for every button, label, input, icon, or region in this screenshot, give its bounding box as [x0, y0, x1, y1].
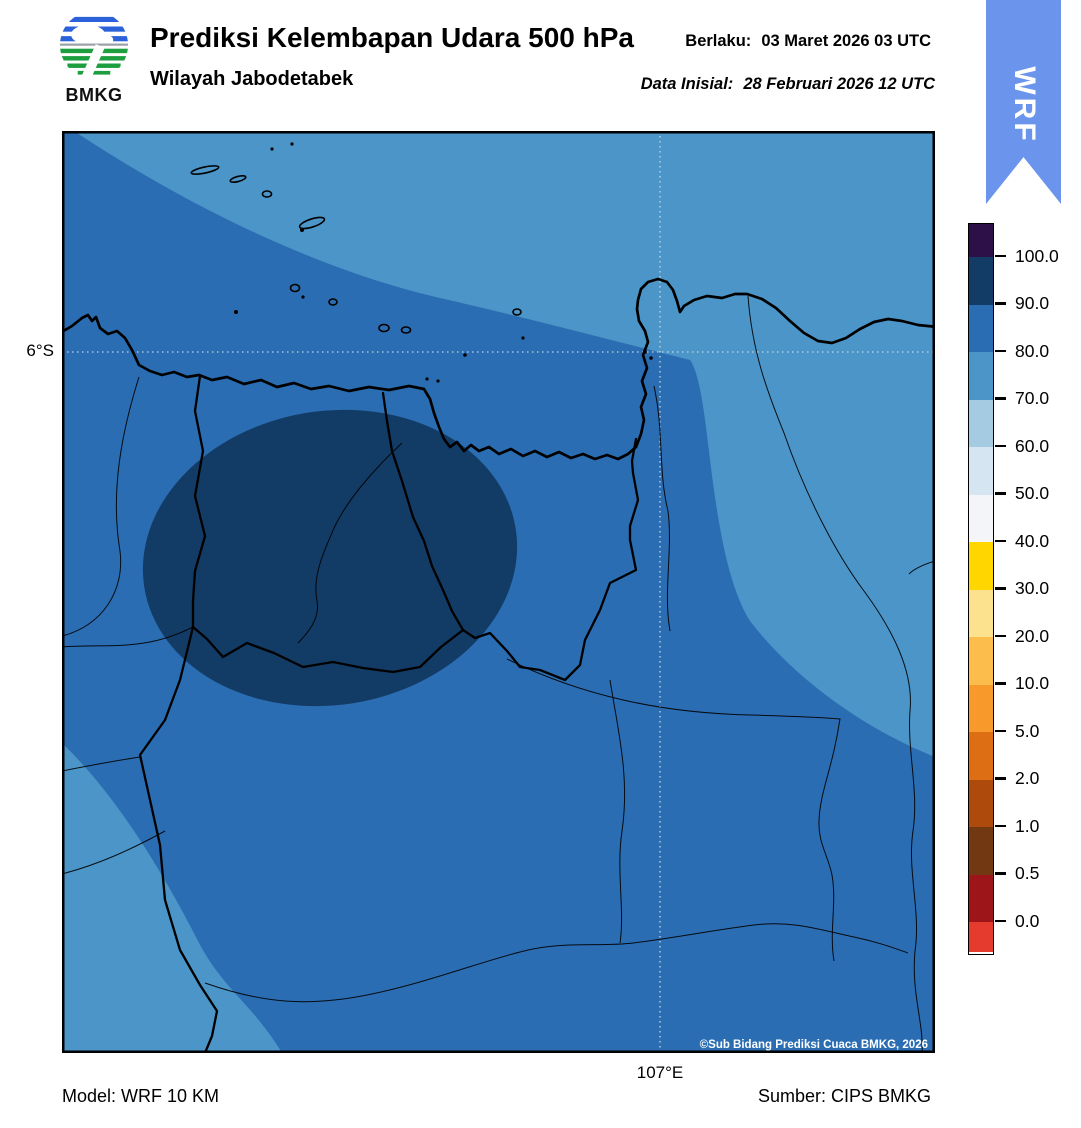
initial-time-label: Data Inisial: [640, 75, 734, 93]
page-title: Prediksi Kelembapan Udara 500 hPa [150, 22, 634, 53]
colorbar-segment [969, 352, 993, 400]
colorbar-tick [995, 824, 1006, 828]
colorbar-tick-label: 100.0 [1015, 245, 1059, 266]
valid-time-label: Berlaku: [685, 32, 752, 50]
colorbar-segment [969, 779, 993, 827]
colorbar-tick [995, 302, 1006, 305]
colorbar-tick-label: 80.0 [1015, 340, 1050, 361]
latitude-tick-label: 6°S [26, 341, 54, 360]
model-label: Model: WRF 10 KM [62, 1086, 220, 1106]
forecast-map: ©Sub Bidang Prediksi Cuaca BMKG, 2026 [58, 128, 939, 1056]
colorbar-segment [969, 224, 993, 257]
colorbar-tick-label: 20.0 [1015, 625, 1050, 646]
bmkg-logo-text: BMKG [65, 85, 123, 105]
colorbar-segment [969, 827, 993, 875]
colorbar-segment [969, 637, 993, 685]
colorbar-tick [995, 492, 1006, 495]
page-subtitle: Wilayah Jabodetabek [150, 68, 354, 90]
regency-boundaries [61, 295, 936, 1054]
colorbar-tick [995, 777, 1006, 780]
valid-time-line: Berlaku: 03 Maret 2026 03 UTC [685, 32, 931, 51]
colorbar-tick-label: 40.0 [1015, 530, 1050, 551]
colorbar-tick [995, 587, 1006, 590]
wrf-ribbon-text: WRF [1007, 66, 1041, 144]
colorbar-tick-label: 0.0 [1015, 910, 1040, 931]
colorbar: 100.0 90.0 80.0 70.0 60.0 50.0 40.0 30.0 20.0 10.… [968, 223, 1080, 955]
colorbar-segment [969, 494, 993, 542]
colorbar-segment [969, 257, 993, 305]
colorbar-tick-label: 2.0 [1015, 768, 1040, 788]
colorbar-tick [995, 682, 1006, 685]
colorbar-segment [969, 399, 993, 447]
coastline [58, 277, 939, 461]
colorbar-tick-label: 90.0 [1015, 293, 1050, 313]
contour-region-90-100-core [142, 409, 518, 707]
graticule [62, 131, 935, 1053]
bmkg-logo: BMKG [52, 8, 136, 106]
colorbar-segment [969, 874, 993, 922]
initial-time-value: 28 Februari 2026 12 UTC [743, 75, 935, 93]
colorbar-segment [969, 684, 993, 732]
colorbar-tick [995, 634, 1006, 638]
bmkg-logo-icon [59, 10, 129, 80]
colorbar-tick [995, 254, 1006, 258]
islands [190, 165, 522, 334]
province-boundaries [138, 374, 640, 1055]
colorbar-tick [995, 872, 1006, 875]
valid-time-value: 03 Maret 2026 03 UTC [761, 32, 931, 50]
map-canvas: ©Sub Bidang Prediksi Cuaca BMKG, 2026 [58, 128, 939, 1056]
initial-time-line: Data Inisial: 28 Februari 2026 12 UTC [641, 75, 935, 94]
colorbar-tick-label: 30.0 [1015, 578, 1050, 598]
colorbar-tick [995, 444, 1006, 448]
colorbar-tick [995, 729, 1006, 733]
colorbar-segment [969, 589, 993, 637]
wrf-ribbon: WRF [986, 0, 1061, 204]
colorbar-tick-label: 0.5 [1015, 863, 1040, 883]
colorbar-tick-label: 70.0 [1015, 388, 1050, 408]
colorbar-segment [969, 732, 993, 780]
contour-region-70-80-southwest [62, 743, 282, 1053]
colorbar-tick-label: 1.0 [1015, 815, 1040, 836]
colorbar-segment [969, 922, 993, 952]
colorbar-segment [969, 542, 993, 590]
colorbar-segment [969, 447, 993, 495]
colorbar-segment [969, 304, 993, 352]
source-label: Sumber: CIPS BMKG [757, 1086, 931, 1106]
colorbar-tick [995, 919, 1006, 923]
colorbar-bar [968, 223, 994, 955]
colorbar-tick-label: 10.0 [1015, 673, 1050, 693]
longitude-tick-label: 107°E [636, 1063, 684, 1082]
map-copyright: ©Sub Bidang Prediksi Cuaca BMKG, 2026 [700, 1039, 928, 1051]
colorbar-tick-label: 60.0 [1015, 435, 1050, 456]
colorbar-tick [995, 397, 1006, 400]
colorbar-tick-label: 50.0 [1015, 483, 1050, 503]
islets [234, 142, 653, 383]
colorbar-tick [995, 349, 1006, 353]
colorbar-tick [995, 539, 1006, 543]
colorbar-tick-label: 5.0 [1015, 720, 1040, 741]
contour-region-70-80-north-east [74, 131, 935, 757]
